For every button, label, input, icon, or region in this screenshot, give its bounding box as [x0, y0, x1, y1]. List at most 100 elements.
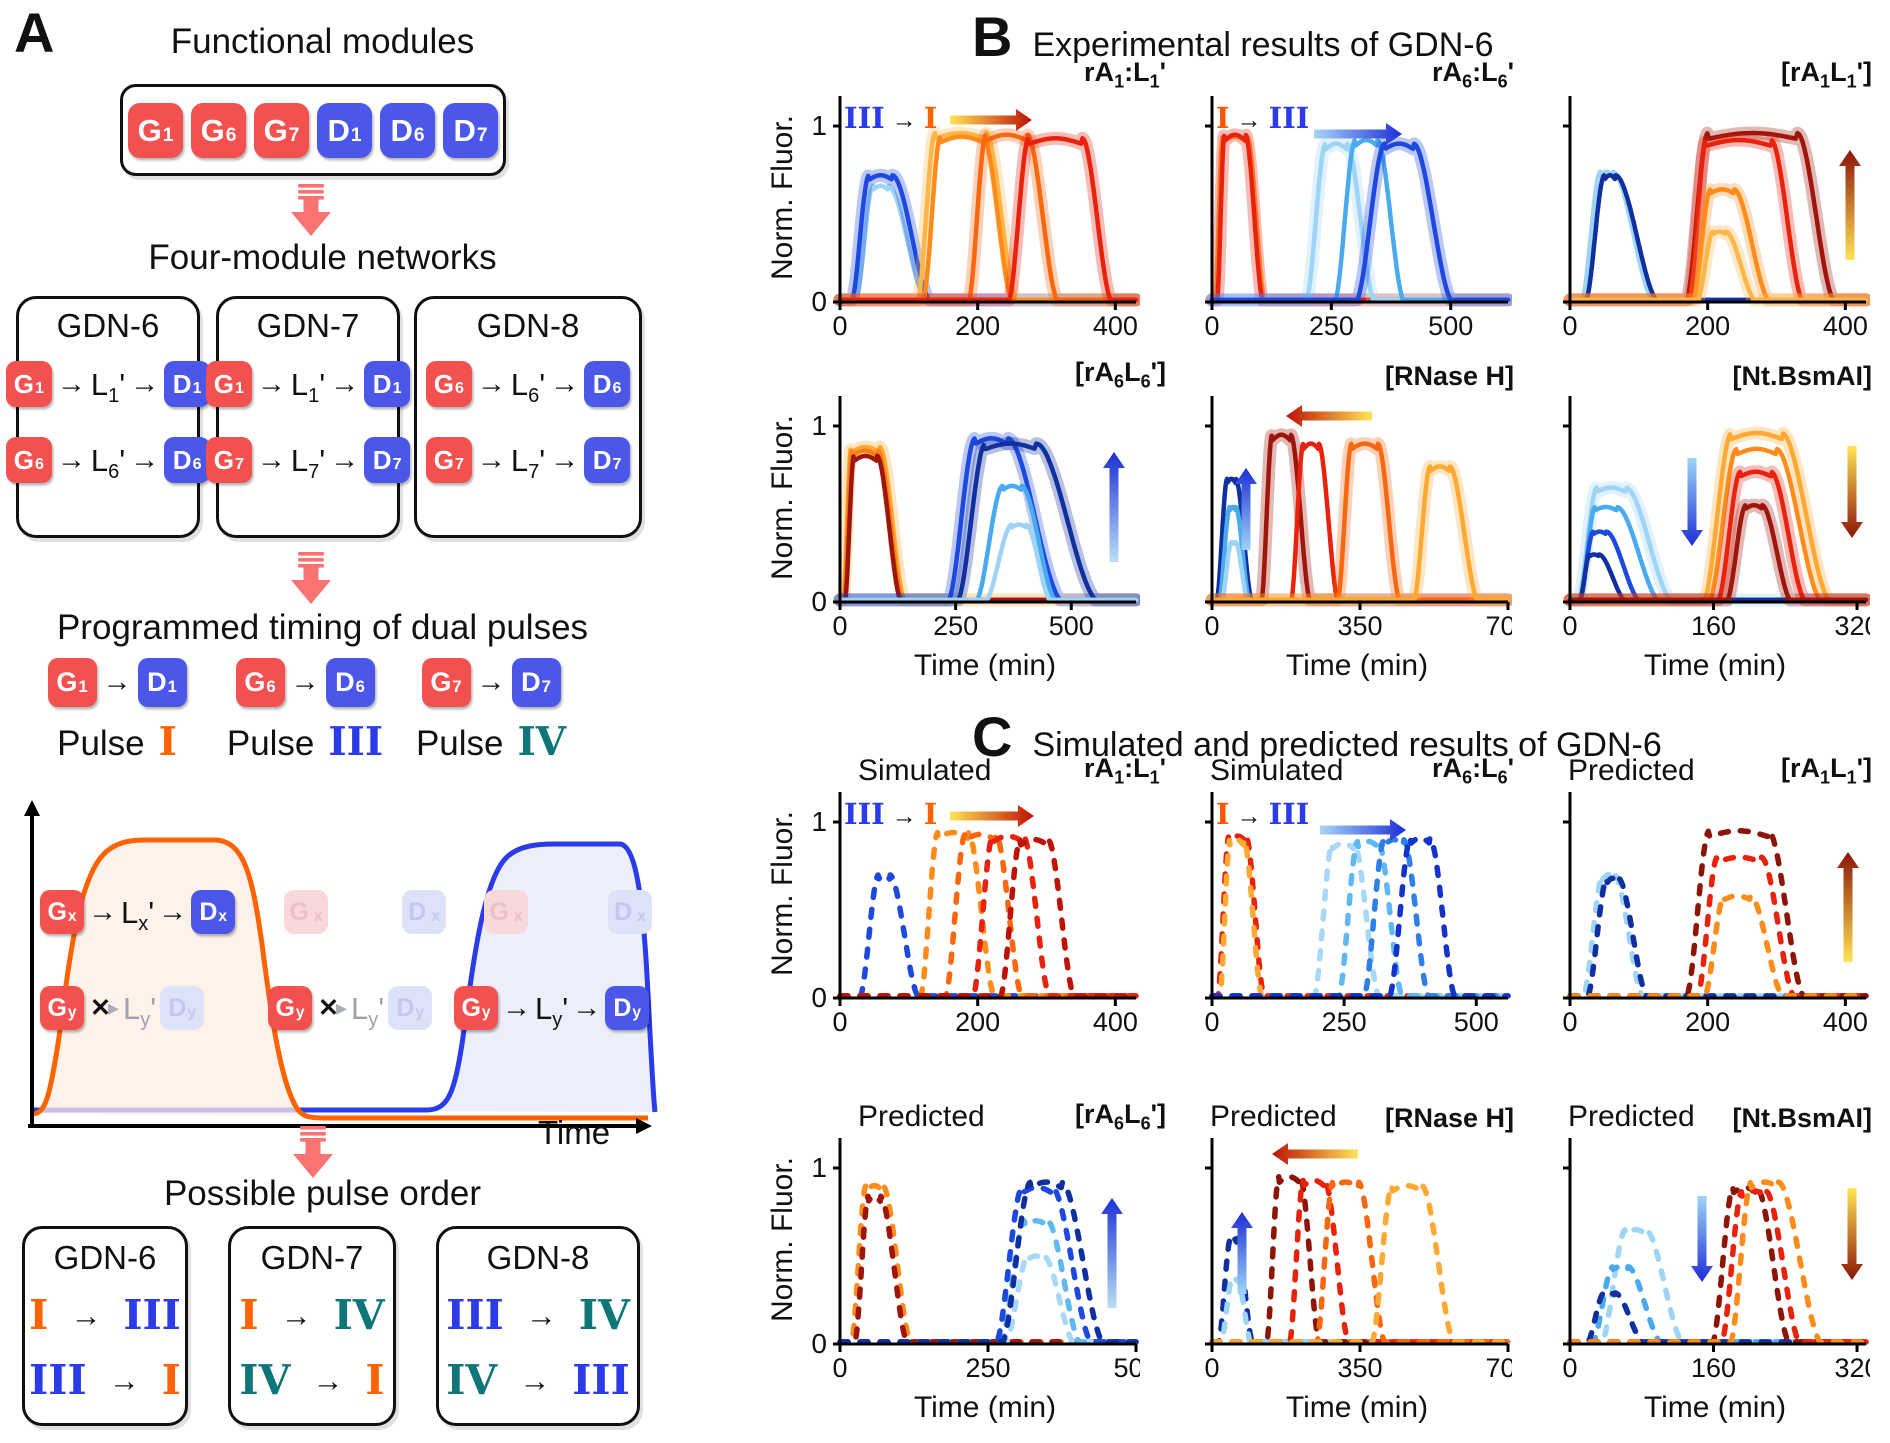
pulse-word: Pulse: [226, 724, 315, 763]
subplot-b-ra1l1-kinetics: rA1:L1' Norm. Fluor. 1 0 0 200 400 III → I: [762, 54, 1166, 354]
svg-text:0: 0: [1204, 611, 1219, 641]
order-box-gdn6: GDN-6 I → III III → I: [22, 1226, 188, 1426]
series-curve: [837, 130, 1139, 303]
series-curve: [1209, 1174, 1511, 1345]
series-curve: [1209, 137, 1511, 303]
blocked-arrow-icon: ▸: [107, 995, 119, 1020]
svg-text:0: 0: [1562, 611, 1577, 641]
series-curve: [837, 441, 1139, 603]
gradient-arrow-icon: [1681, 458, 1703, 546]
svg-text:0: 0: [832, 1353, 847, 1383]
series-curve: [1209, 1179, 1511, 1345]
series-curve: [1567, 130, 1869, 303]
series-curve: [1567, 1290, 1869, 1345]
series-curve: [837, 1193, 1139, 1345]
series-curve: [1567, 1188, 1869, 1345]
possible-pulse-order-title: Possible pulse order: [163, 1174, 482, 1213]
x-axis-ticks: 0 160 320: [1562, 1344, 1880, 1383]
flow-down-arrow-icon: [288, 552, 334, 606]
series-curve: [1567, 446, 1869, 603]
flow-down-arrow-icon: [290, 1126, 336, 1180]
series-curve: [837, 134, 1139, 303]
plot-title: rA6:L6': [1432, 56, 1514, 91]
arrow-glyph: →: [550, 443, 580, 476]
svg-text:250: 250: [933, 611, 978, 641]
svg-text:320: 320: [1834, 1353, 1870, 1383]
series-curve: [1567, 854, 1869, 999]
axes: [1568, 792, 1866, 1000]
svg-text:160: 160: [1691, 1353, 1736, 1383]
svg-text:500: 500: [1049, 611, 1094, 641]
arrow-glyph: →: [130, 443, 160, 476]
series-curve: [1567, 893, 1869, 999]
x-axis-ticks: 0 200 400: [832, 998, 1138, 1037]
gradient-arrow-icon: [1691, 1196, 1713, 1282]
subplot-c-sim-ra1l1: Simulated rA1:L1' Norm. Fluor. 1 0 0 200 400 III…: [762, 750, 1166, 1096]
x-axis-label: Time (min): [1285, 1391, 1429, 1424]
series-curve: [1209, 840, 1511, 999]
gradient-arrow-icon: [1231, 1212, 1253, 1294]
svg-text:0: 0: [832, 311, 847, 341]
pulse-numeral: III: [328, 719, 384, 765]
blocked-arrow-icon: ▸: [335, 995, 347, 1020]
series-curve: [1209, 441, 1511, 603]
series-curve: [1209, 835, 1511, 999]
series-curve: [837, 1179, 1139, 1345]
svg-text:250: 250: [965, 1353, 1010, 1383]
y-axis-label: Norm. Fluor.: [766, 415, 799, 581]
arrow-glyph: →: [88, 895, 117, 928]
y-axis-arrowhead: [24, 800, 40, 816]
arrow-glyph: →: [572, 991, 602, 1024]
panel-b-label: B: [972, 5, 1013, 68]
series-curve: [1567, 1184, 1869, 1345]
plot-corner-label: Simulated: [1210, 754, 1344, 787]
series-curve: [1567, 469, 1869, 603]
panel-b-header: B Experimental results of GDN-6: [972, 4, 1494, 69]
x-axis-ticks: 0 250 500: [832, 1344, 1159, 1383]
programmed-timing-title: Programmed timing of dual pulses: [56, 608, 589, 647]
panel-a-label: A: [14, 1, 55, 64]
plot-title: [Nt.BsmAI]: [1732, 1103, 1873, 1133]
x-axis-ticks: 0 350 700: [1204, 1344, 1531, 1383]
pulse-order-row: I → IV: [239, 1291, 385, 1339]
arrow-glyph: →: [476, 666, 506, 698]
series-curve: [1209, 838, 1511, 999]
chart-canvas: 0 200 400: [1562, 96, 1873, 341]
chart-canvas: 0 200 400 III → I: [832, 96, 1143, 341]
arrow-glyph: →: [290, 666, 320, 698]
series-curve: [1567, 137, 1869, 303]
plot-corner-label: Predicted: [1210, 1100, 1337, 1133]
arrow-glyph: →: [158, 895, 188, 928]
panel-c-label: C: [972, 705, 1013, 768]
series-curve: [1209, 1276, 1511, 1345]
arrow-glyph: →: [312, 1362, 344, 1398]
series-curve: [1209, 476, 1511, 603]
series-curve: [1209, 1235, 1511, 1345]
series-curve: [1567, 173, 1869, 303]
arrow-glyph: →: [280, 1297, 312, 1333]
svg-text:200: 200: [955, 311, 1000, 341]
subplot-b-ntbsmai: [Nt.BsmAI] 0 160 320 Time (min): [1524, 354, 1882, 704]
plot-corner-label: Predicted: [858, 1100, 985, 1133]
series-curve: [837, 132, 1139, 303]
